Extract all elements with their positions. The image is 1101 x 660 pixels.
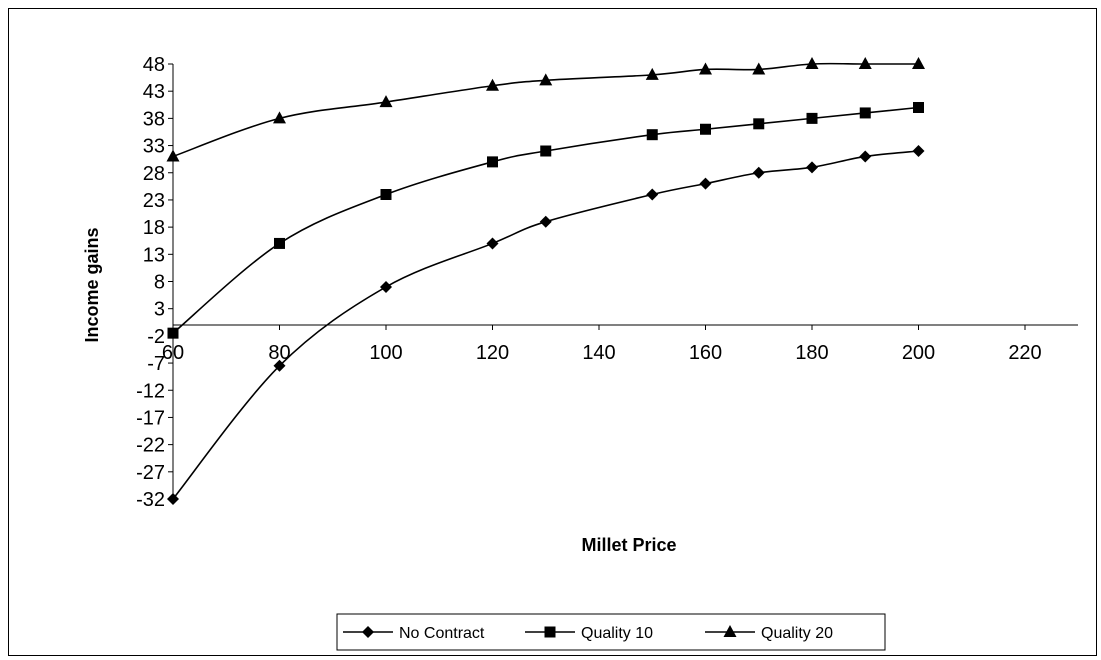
- data-point-quality-10: [913, 102, 924, 113]
- data-point-no-contract: [539, 215, 552, 228]
- y-tick-label: 43: [143, 81, 165, 103]
- y-tick-label: -17: [136, 407, 165, 429]
- y-tick-label: 13: [143, 244, 165, 266]
- data-point-quality-20: [539, 73, 553, 86]
- legend-box: [336, 613, 886, 651]
- x-tick-label: 80: [268, 342, 290, 364]
- data-point-no-contract: [912, 145, 925, 157]
- y-tick-label: -12: [136, 380, 165, 402]
- data-point-no-contract: [699, 177, 712, 190]
- data-point-no-contract: [167, 493, 179, 505]
- legend-item-no-contract: No Contract: [343, 625, 485, 642]
- y-tick-label: -32: [136, 489, 165, 511]
- y-axis-ticks: 48 43 38 33 28 23 18 13 8 3 -2 -7 -12 -17 -22 -27 -32: [136, 54, 173, 511]
- data-point-quality-10: [274, 237, 285, 249]
- y-tick-label: 8: [154, 272, 165, 294]
- y-tick-label: 3: [154, 299, 165, 321]
- data-point-quality-10: [700, 123, 711, 135]
- data-point-quality-20: [752, 62, 766, 75]
- series-quality-10: [167, 102, 924, 339]
- legend-label: No Contract: [399, 625, 485, 642]
- y-tick-label: -2: [147, 326, 165, 348]
- y-tick-label: 33: [143, 136, 165, 158]
- x-tick-label: 120: [476, 342, 509, 364]
- legend-marker-no-contract: [362, 626, 374, 638]
- x-axis-title: Millet Price: [581, 535, 676, 555]
- data-point-quality-20: [273, 111, 286, 124]
- x-tick-label: 220: [1008, 342, 1041, 364]
- data-point-no-contract: [752, 166, 765, 179]
- x-tick-label: 160: [689, 342, 722, 364]
- x-axis-ticks: 60 80 100 120 140 160 180 200 220: [162, 325, 1042, 364]
- series-quality-20: [166, 57, 925, 162]
- x-tick-label: 200: [902, 342, 935, 364]
- data-point-no-contract: [806, 161, 818, 174]
- data-point-quality-20: [805, 57, 819, 69]
- chart-frame: [8, 8, 1097, 656]
- legend-label: Quality 20: [761, 625, 833, 642]
- data-point-quality-20: [166, 149, 180, 162]
- data-point-no-contract: [646, 188, 659, 201]
- y-tick-label: -27: [136, 462, 165, 484]
- data-point-quality-20: [645, 67, 659, 80]
- data-point-quality-10: [487, 156, 498, 168]
- data-point-quality-10: [859, 107, 871, 119]
- axes: [172, 64, 1078, 499]
- legend-item-quality-10: Quality 10: [525, 625, 653, 642]
- series-layer: [166, 57, 925, 505]
- data-point-quality-10: [167, 327, 179, 339]
- data-point-quality-20: [858, 57, 872, 69]
- data-point-quality-10: [753, 118, 765, 130]
- data-point-quality-10: [380, 189, 392, 200]
- legend-label: Quality 10: [581, 625, 653, 642]
- data-point-no-contract: [859, 150, 872, 163]
- data-point-no-contract: [486, 237, 499, 250]
- y-tick-label: 38: [143, 108, 165, 130]
- data-point-quality-20: [379, 95, 393, 108]
- legend: No Contract Quality 10 Quality 20: [336, 613, 886, 651]
- data-point-no-contract: [380, 280, 392, 293]
- data-point-quality-20: [699, 62, 712, 75]
- data-point-quality-10: [646, 129, 658, 141]
- legend-marker-quality-20: [723, 625, 737, 637]
- x-tick-label: 180: [795, 342, 828, 364]
- y-tick-label: 28: [143, 163, 165, 185]
- data-point-quality-20: [912, 57, 925, 69]
- data-point-quality-10: [806, 112, 818, 124]
- data-point-no-contract: [273, 359, 286, 372]
- y-axis-title: Income gains: [82, 227, 102, 342]
- data-point-quality-20: [486, 78, 499, 91]
- y-tick-label: -22: [136, 435, 165, 457]
- legend-marker-quality-10: [544, 626, 556, 638]
- data-point-quality-10: [540, 145, 552, 157]
- y-tick-label: 18: [143, 217, 165, 239]
- x-tick-label: 100: [369, 342, 402, 364]
- y-tick-label: 23: [143, 190, 165, 212]
- x-tick-label: 140: [582, 342, 615, 364]
- y-tick-label: -7: [147, 353, 165, 375]
- series-no-contract: [167, 145, 925, 505]
- legend-item-quality-20: Quality 20: [705, 625, 833, 642]
- y-tick-label: 48: [143, 54, 165, 76]
